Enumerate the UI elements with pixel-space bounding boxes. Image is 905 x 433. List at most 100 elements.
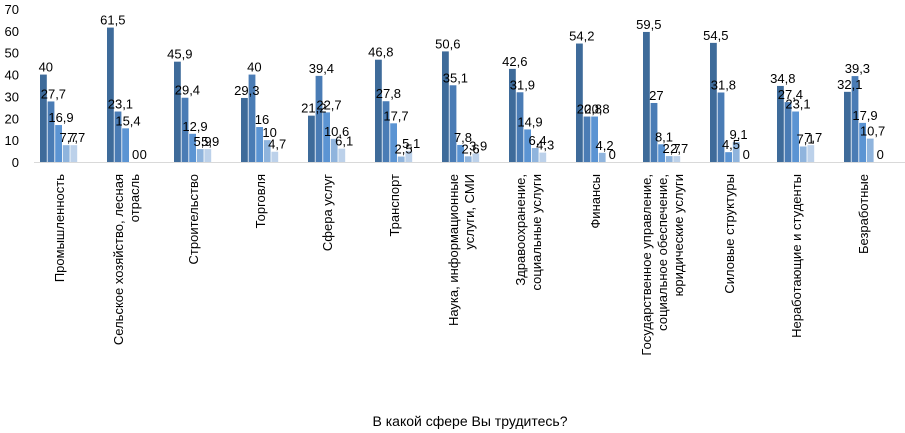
bar <box>442 51 449 162</box>
bar <box>531 148 539 162</box>
bar <box>40 74 47 162</box>
bar <box>665 156 673 162</box>
data-label: 4,5 <box>722 137 740 152</box>
data-label: 16,9 <box>48 110 73 125</box>
data-label: 7,8 <box>454 130 472 145</box>
y-tick-label: 30 <box>5 89 19 104</box>
data-label: 39,4 <box>309 61 334 76</box>
bar <box>539 152 547 162</box>
bar <box>658 144 665 162</box>
y-tick-label: 70 <box>5 2 19 17</box>
data-label: 5,9 <box>201 134 219 149</box>
bar <box>598 152 606 162</box>
category-label: Сфера услуг <box>320 174 335 251</box>
bar <box>717 92 725 162</box>
category-label: Неработающие и студенты <box>789 174 804 338</box>
y-tick-label: 40 <box>5 68 19 83</box>
data-label: 20,8 <box>584 102 609 117</box>
bar <box>784 102 792 162</box>
data-label: 20,8 <box>577 102 602 117</box>
bar <box>725 152 732 162</box>
data-label: 34,8 <box>770 71 795 86</box>
bar <box>375 59 382 162</box>
x-axis-title: В какой сфере Вы трудитесь? <box>373 413 568 429</box>
bar <box>457 144 464 162</box>
category-label-line: Неработающие и студенты <box>789 174 804 338</box>
data-label: 31,9 <box>510 77 535 92</box>
bar <box>866 138 874 162</box>
data-label: 31,8 <box>711 77 736 92</box>
bar <box>516 92 524 162</box>
bar <box>323 112 330 162</box>
data-label: 17,9 <box>852 108 877 123</box>
data-label: 7,7 <box>60 130 78 145</box>
bar <box>472 153 480 162</box>
bar <box>799 146 807 162</box>
data-label: 45,9 <box>167 47 192 62</box>
bar <box>859 122 866 162</box>
y-tick-label: 20 <box>5 111 19 126</box>
data-label: 40 <box>247 60 261 75</box>
data-label: 0 <box>132 147 139 162</box>
data-label: 10,7 <box>860 124 885 139</box>
bar <box>643 31 650 163</box>
data-label: 5,1 <box>402 136 420 151</box>
category-label-line: Транспорт <box>387 174 402 237</box>
category-label-line: социальное обеспечение, <box>655 174 670 331</box>
bar <box>844 91 851 162</box>
data-label: 29,4 <box>175 83 200 98</box>
bar <box>204 149 212 162</box>
category-label: Здравоохранение, социальные услуги <box>513 174 544 290</box>
category-label-line: отрасль <box>127 174 142 222</box>
data-label: 46,8 <box>368 45 393 60</box>
category-label: Строительство <box>186 174 201 264</box>
bar <box>263 140 271 162</box>
data-label: 27,7 <box>41 86 66 101</box>
category-label: Финансы <box>588 174 603 229</box>
bar <box>189 133 196 162</box>
data-label: 40 <box>39 60 53 75</box>
bar <box>509 68 516 162</box>
bar <box>390 123 397 162</box>
data-label: 3,9 <box>469 138 487 153</box>
category-label-line: услуги, СМИ <box>462 174 477 250</box>
bar <box>107 27 114 163</box>
bar <box>338 148 346 162</box>
data-label: 2,5 <box>395 142 413 157</box>
data-label: 2,6 <box>462 141 480 156</box>
y-tick-label: 10 <box>5 133 19 148</box>
bar <box>464 156 472 162</box>
y-tick-label: 0 <box>12 155 19 170</box>
data-label: 59,5 <box>636 17 661 32</box>
category-label-line: Силовые структуры <box>722 174 737 294</box>
category-label: Транспорт <box>387 174 402 237</box>
bar <box>792 111 799 162</box>
data-label: 17,7 <box>383 108 408 123</box>
data-label: 29,3 <box>234 83 259 98</box>
data-label: 54,5 <box>703 28 728 43</box>
data-label: 2,7 <box>670 141 688 156</box>
data-label: 27,8 <box>376 86 401 101</box>
data-label: 0 <box>877 147 884 162</box>
bar <box>732 142 740 162</box>
bar <box>576 43 583 162</box>
data-label: 0 <box>140 147 147 162</box>
data-label: 23,1 <box>108 97 133 112</box>
category-label-line: Строительство <box>186 174 201 264</box>
data-label: 35,1 <box>443 70 468 85</box>
bar <box>308 115 315 162</box>
category-label: Промышленность <box>52 174 67 282</box>
bar <box>777 85 784 162</box>
bar <box>330 138 338 162</box>
data-label: 22,7 <box>316 97 341 112</box>
bar <box>174 61 181 162</box>
bar <box>405 150 413 162</box>
bar <box>710 42 717 162</box>
category-label-line: Государственное управление, <box>639 174 654 356</box>
bar <box>55 125 62 162</box>
data-label: 16 <box>255 112 269 127</box>
data-label: 6,4 <box>529 133 547 148</box>
bar <box>181 97 189 162</box>
bar <box>256 127 263 162</box>
bar <box>315 75 323 162</box>
